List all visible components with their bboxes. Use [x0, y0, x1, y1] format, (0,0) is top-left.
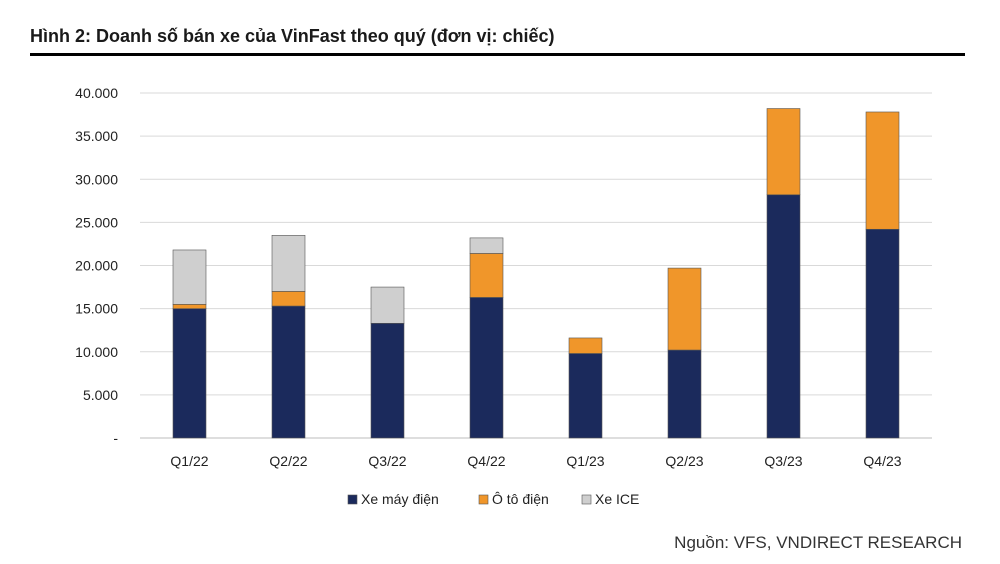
bar-segment [271, 291, 306, 307]
bar-segment [568, 337, 603, 354]
bar-segment [271, 305, 306, 439]
x-tick-label: Q4/22 [467, 453, 505, 469]
bar-segment [865, 111, 900, 230]
bar-segment [667, 349, 702, 439]
bar-segment [469, 297, 504, 439]
y-tick-label: 20.000 [75, 258, 118, 274]
y-tick-label: 30.000 [75, 171, 118, 187]
legend-swatch [478, 494, 489, 505]
legend-label: Xe máy điện [361, 491, 439, 507]
bar-segment [370, 322, 405, 439]
x-tick-label: Q4/23 [863, 453, 901, 469]
bar-segment [172, 249, 207, 305]
x-tick-label: Q2/22 [269, 453, 307, 469]
legend-label: Ô tô điện [492, 491, 549, 507]
x-tick-label: Q3/23 [764, 453, 802, 469]
bar-segment [469, 237, 504, 254]
y-tick-label: - [113, 430, 118, 446]
bar-segment [172, 304, 207, 309]
bar-segment [766, 108, 801, 196]
bar-segment [271, 235, 306, 292]
bar-segment [766, 194, 801, 439]
bar-segment [667, 267, 702, 351]
legend-swatch [581, 494, 592, 505]
bar-segment [370, 286, 405, 324]
title-rule [30, 53, 965, 56]
bar-segment [568, 353, 603, 439]
legend-swatch [347, 494, 358, 505]
y-tick-label: 40.000 [75, 85, 118, 101]
y-tick-label: 5.000 [83, 387, 118, 403]
bar-segment [172, 308, 207, 439]
x-tick-label: Q1/22 [170, 453, 208, 469]
y-tick-label: 15.000 [75, 301, 118, 317]
bar-segment [469, 253, 504, 298]
x-tick-label: Q3/22 [368, 453, 406, 469]
y-tick-label: 25.000 [75, 214, 118, 230]
y-tick-label: 10.000 [75, 344, 118, 360]
source-note: Nguồn: VFS, VNDIRECT RESEARCH [674, 533, 962, 552]
chart-title: Hình 2: Doanh số bán xe của VinFast theo… [30, 26, 555, 46]
bar-segment [865, 228, 900, 439]
x-tick-label: Q1/23 [566, 453, 604, 469]
y-tick-label: 35.000 [75, 128, 118, 144]
x-tick-label: Q2/23 [665, 453, 703, 469]
legend-label: Xe ICE [595, 491, 639, 507]
